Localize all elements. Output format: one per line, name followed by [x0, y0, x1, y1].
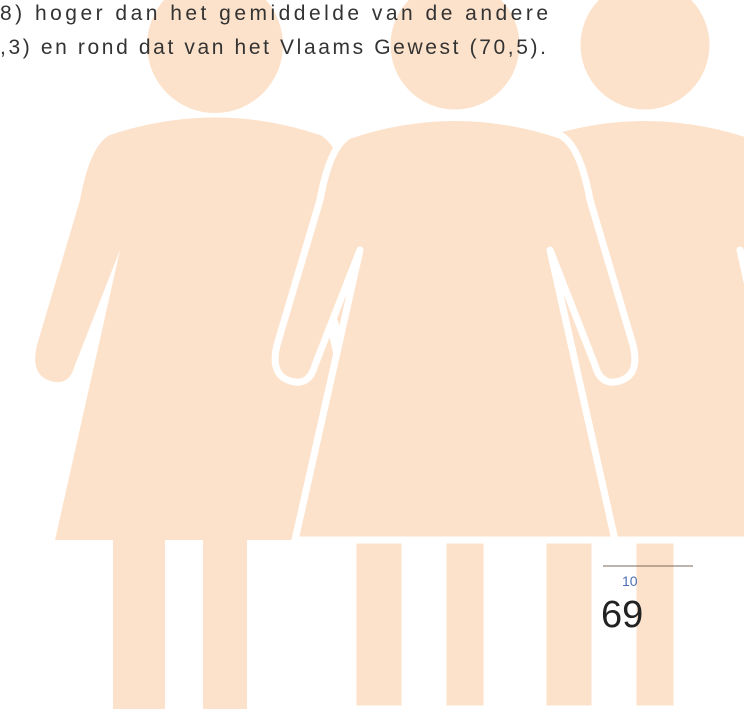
footnote-marker: 10 [622, 573, 638, 589]
page-number: 69 [601, 594, 643, 636]
text-line: ,3) en rond dat van het Vlaams Gewest (7… [0, 36, 546, 59]
text-line: 8) hoger dan het gemiddelde van de ander… [0, 2, 548, 25]
